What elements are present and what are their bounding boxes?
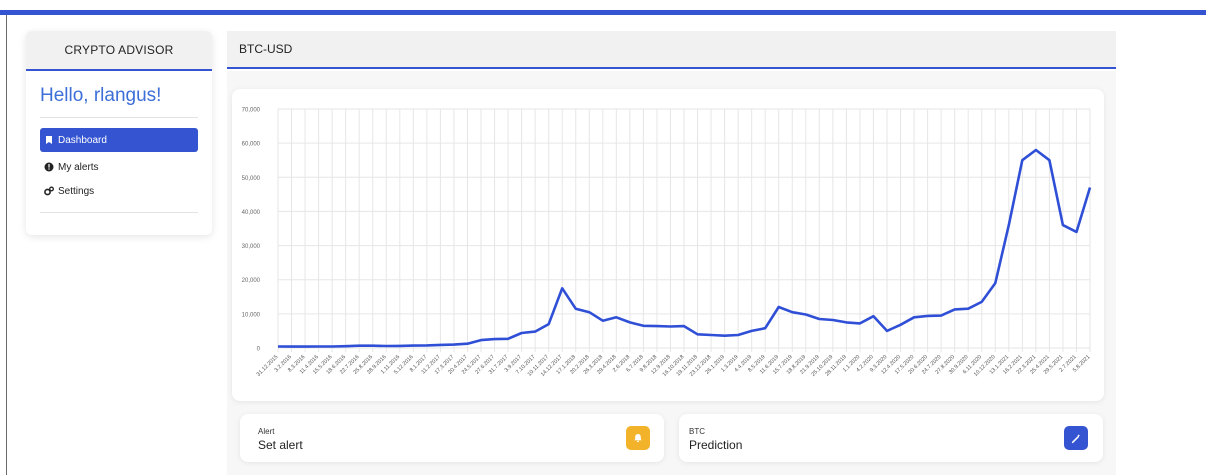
alert-card-caption: Alert [258,427,275,436]
y-tick-label: 40,000 [242,210,261,216]
prediction-button[interactable] [1064,426,1088,450]
greeting: Hello, rlangus! [40,85,162,106]
prediction-card: BTC Prediction [679,414,1103,462]
y-tick-label: 60,000 [242,142,261,148]
set-alert-button[interactable] [626,426,650,450]
bookmark-icon [46,136,52,144]
sidebar-item-label: Dashboard [58,134,107,146]
sidebar-item-label: Settings [58,185,95,197]
set-alert-card: Alert Set alert [240,414,664,462]
window-edge [6,15,7,475]
bell-icon [634,434,642,443]
y-tick-label: 30,000 [242,244,261,250]
gears-icon [44,186,54,196]
y-tick-label: 10,000 [242,312,261,318]
exclamation-circle-icon [44,162,54,172]
prediction-card-title: Prediction [689,438,743,452]
alert-card-title: Set alert [258,438,303,452]
prediction-card-caption: BTC [689,427,705,436]
y-tick-label: 0 [257,347,261,353]
y-tick-label: 50,000 [242,176,261,182]
divider [40,117,198,118]
divider [40,212,198,213]
y-tick-label: 20,000 [242,278,261,284]
sidebar-item-dashboard[interactable]: Dashboard [40,128,198,152]
sidebar-item-my-alerts[interactable]: My alerts [40,156,198,178]
y-tick-label: 70,000 [242,108,261,114]
sidebar-menu: Dashboard My alerts Settings [26,128,212,202]
sidebar-item-settings[interactable]: Settings [40,180,198,202]
price-chart: 0 10,000 20,000 30,000 40,000 50,000 60,000 70,… [242,108,1092,378]
magic-wand-icon [1071,433,1080,443]
top-accent-bar [0,10,1206,15]
page-title: BTC-USD [227,31,1116,69]
btc-price-line [277,148,1092,348]
sidebar: CRYPTO ADVISOR Hello, rlangus! Dashboard… [26,31,212,235]
sidebar-title: CRYPTO ADVISOR [26,31,212,71]
price-chart-card: 0 10,000 20,000 30,000 40,000 50,000 60,000 70,… [232,89,1104,401]
sidebar-item-label: My alerts [58,161,99,173]
